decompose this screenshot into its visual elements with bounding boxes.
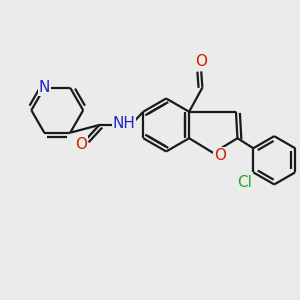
- Text: NH: NH: [113, 116, 136, 131]
- Text: O: O: [195, 54, 207, 69]
- Text: Cl: Cl: [237, 175, 252, 190]
- Text: N: N: [39, 80, 50, 95]
- Text: O: O: [75, 136, 87, 152]
- Text: O: O: [214, 148, 226, 163]
